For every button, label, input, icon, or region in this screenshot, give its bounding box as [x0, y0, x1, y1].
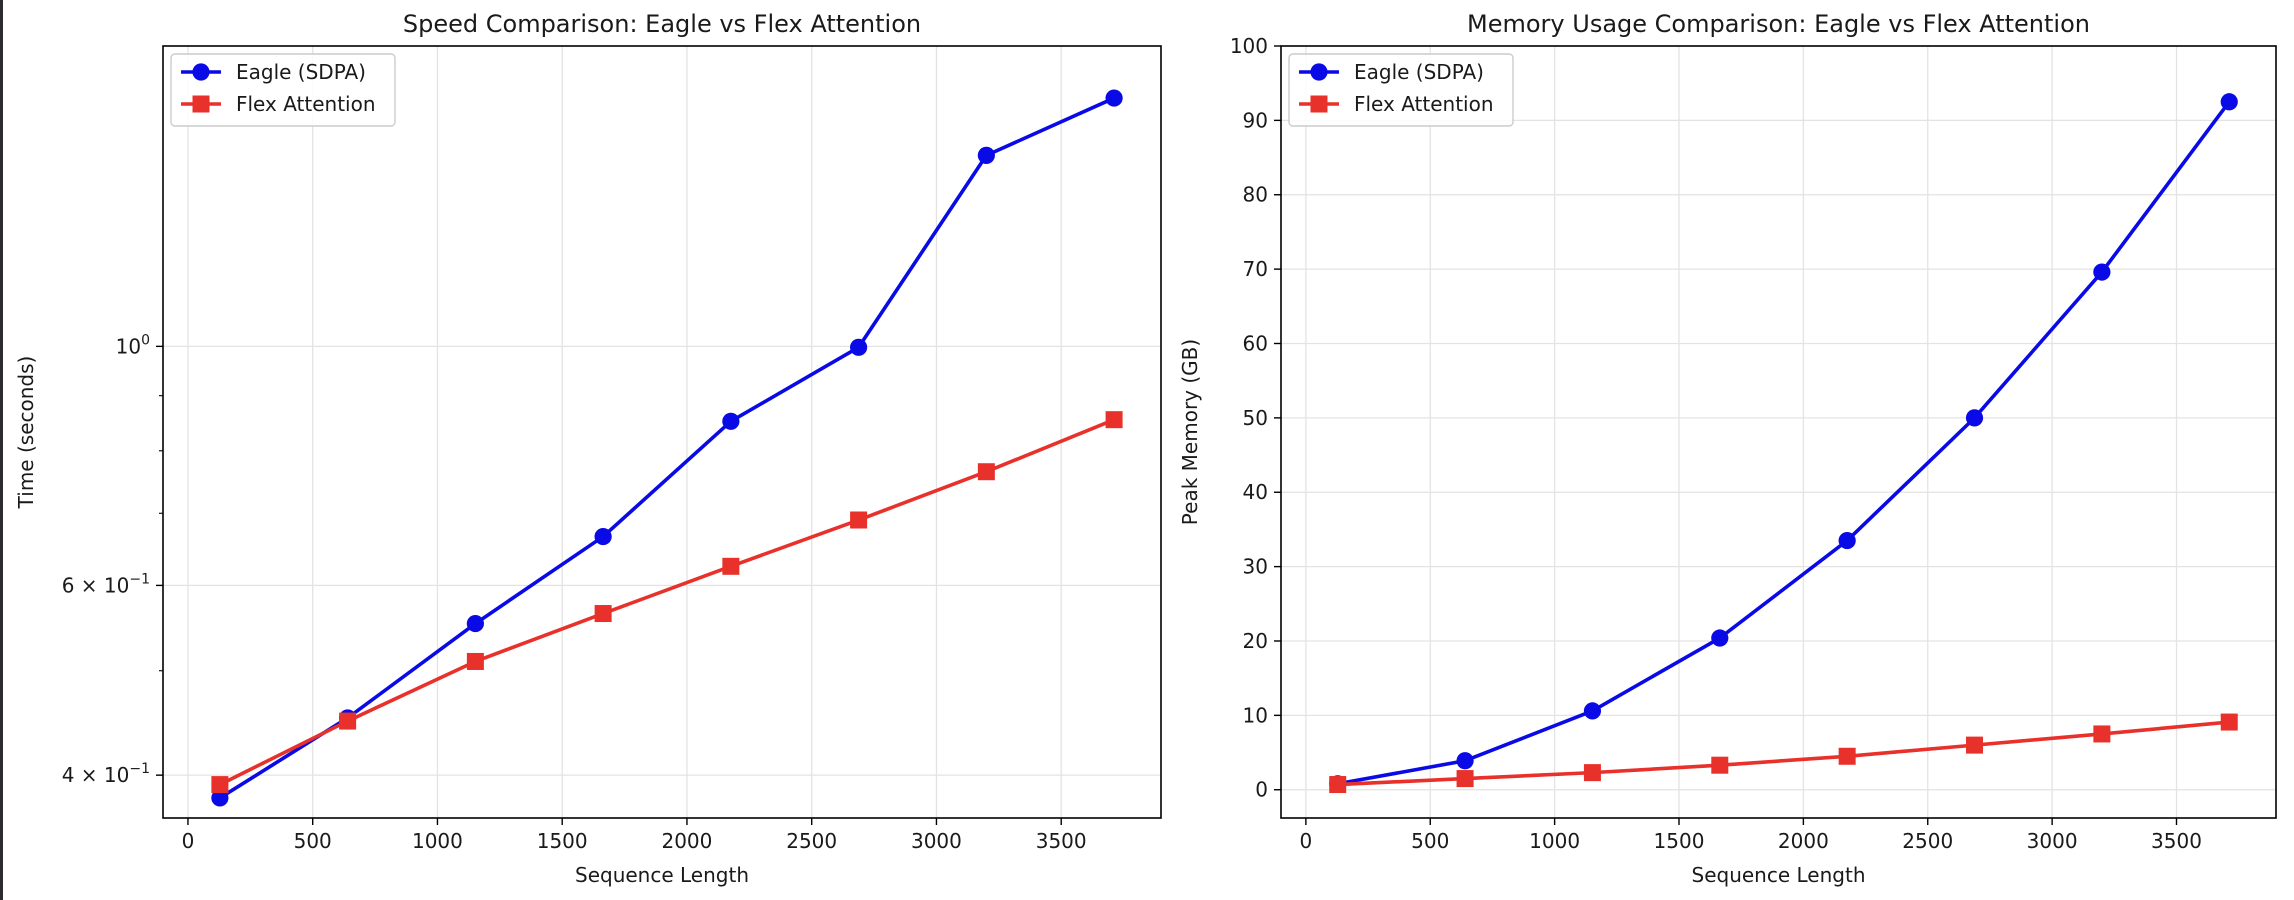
y-tick-label-exponent: −1 [129, 571, 150, 587]
y-tick-label: 0 [1255, 778, 1268, 802]
x-tick-label: 3500 [1036, 829, 1087, 853]
data-point-eagle [1583, 702, 1602, 720]
legend-label: Flex Attention [236, 92, 376, 116]
x-tick-label: 2000 [661, 829, 712, 853]
data-point-eagle [1838, 531, 1856, 550]
data-point-flex [722, 557, 740, 575]
data-point-eagle [1965, 409, 1984, 427]
x-tick-label: 1500 [1654, 829, 1705, 853]
x-tick-label: 1500 [537, 829, 588, 853]
series-line-eagle [218, 96, 1115, 800]
data-point-flex [211, 776, 229, 794]
y-tick-label: 20 [1243, 629, 1268, 653]
y-axis-label: Time (seconds) [14, 356, 38, 510]
data-point-flex [1456, 770, 1474, 788]
x-tick-label: 500 [1411, 829, 1449, 853]
data-point-eagle [977, 146, 995, 164]
x-tick-label: 0 [1300, 829, 1313, 853]
data-point-eagle [2220, 93, 2238, 111]
data-point-eagle [2093, 263, 2111, 281]
x-tick-label: 2000 [1778, 829, 1829, 853]
data-point-flex [977, 463, 995, 481]
data-point-flex [1966, 736, 1984, 754]
axes-frame [1280, 45, 2277, 819]
legend-label: Eagle (SDPA) [236, 60, 366, 84]
data-point-flex [339, 712, 357, 730]
data-point-flex [2220, 713, 2238, 731]
data-point-eagle [1105, 89, 1123, 107]
y-tick-label-base: 10 [116, 334, 141, 358]
y-tick-label-base: 6 × 10 [62, 573, 130, 597]
data-point-flex [2093, 725, 2111, 743]
x-tick-label: 500 [294, 829, 332, 853]
legend-marker-circle [192, 63, 210, 81]
legend-box [1288, 53, 1514, 127]
data-point-eagle [466, 614, 484, 633]
y-axis-label: Peak Memory (GB) [1178, 339, 1202, 525]
x-tick-label: 2500 [1902, 829, 1953, 853]
data-point-eagle [1456, 752, 1474, 770]
legend: Eagle (SDPA) Flex Attention [170, 53, 396, 127]
data-point-flex [594, 605, 612, 623]
data-point-eagle [850, 338, 868, 356]
data-point-flex [1329, 776, 1347, 794]
data-point-flex [1711, 756, 1729, 774]
series-line-flex [1337, 720, 2230, 787]
data-point-eagle [722, 412, 740, 430]
chart-memory: 0 500 1000 1500 2000 2500 3000 3500 0 10 20 30 40 50 6… [1178, 10, 2277, 887]
data-point-eagle [594, 527, 612, 546]
data-point-flex [1583, 764, 1601, 782]
chart-title: Speed Comparison: Eagle vs Flex Attentio… [403, 10, 921, 38]
series-line-eagle [1337, 100, 2231, 786]
y-tick-label-base: 4 × 10 [62, 763, 130, 787]
series-line-flex [219, 418, 1115, 787]
y-tick-label-exponent: −1 [129, 761, 150, 777]
y-tick-label: 4 × 10−1 [62, 761, 150, 787]
data-point-flex [850, 511, 868, 529]
y-tick-label: 50 [1243, 406, 1268, 430]
y-tick-label: 10 [1243, 703, 1268, 727]
x-tick-label: 2500 [786, 829, 837, 853]
x-tick-label: 1000 [412, 829, 463, 853]
data-point-flex [466, 652, 484, 670]
x-tick-label: 3000 [911, 829, 962, 853]
figure-canvas: 0 500 1000 1500 2000 2500 3000 3500 100 6 × 10−1 4… [3, 0, 2294, 900]
data-point-eagle [211, 789, 229, 807]
x-tick-label: 1000 [1529, 829, 1580, 853]
x-tick-label: 3000 [2027, 829, 2078, 853]
legend-marker-square [192, 95, 210, 113]
y-tick-label: 60 [1243, 331, 1268, 355]
data-point-flex [1838, 747, 1856, 765]
x-tick-label: 0 [182, 829, 195, 853]
data-point-flex [1105, 411, 1123, 429]
y-tick-label: 70 [1243, 257, 1268, 281]
data-point-eagle [1711, 629, 1729, 647]
x-tick-label: 3500 [2151, 829, 2202, 853]
legend-box [170, 53, 396, 127]
y-tick-label: 100 [1230, 34, 1268, 58]
y-tick-label: 100 [116, 332, 150, 358]
y-tick-label: 90 [1243, 108, 1268, 132]
x-axis-label: Sequence Length [575, 863, 749, 887]
legend-marker-square [1310, 95, 1328, 113]
axes-frame [162, 45, 1162, 819]
y-tick-label: 30 [1243, 555, 1268, 579]
legend-label: Flex Attention [1354, 92, 1494, 116]
legend-marker-circle [1310, 63, 1328, 81]
legend: Eagle (SDPA) Flex Attention [1288, 53, 1514, 127]
legend-label: Eagle (SDPA) [1354, 60, 1484, 84]
y-tick-label: 40 [1243, 480, 1268, 504]
y-tick-label-exponent: 0 [141, 332, 150, 348]
chart-title: Memory Usage Comparison: Eagle vs Flex A… [1467, 10, 2090, 38]
y-tick-label: 80 [1243, 183, 1268, 207]
x-axis-label: Sequence Length [1692, 863, 1866, 887]
y-tick-label: 6 × 10−1 [62, 571, 150, 597]
